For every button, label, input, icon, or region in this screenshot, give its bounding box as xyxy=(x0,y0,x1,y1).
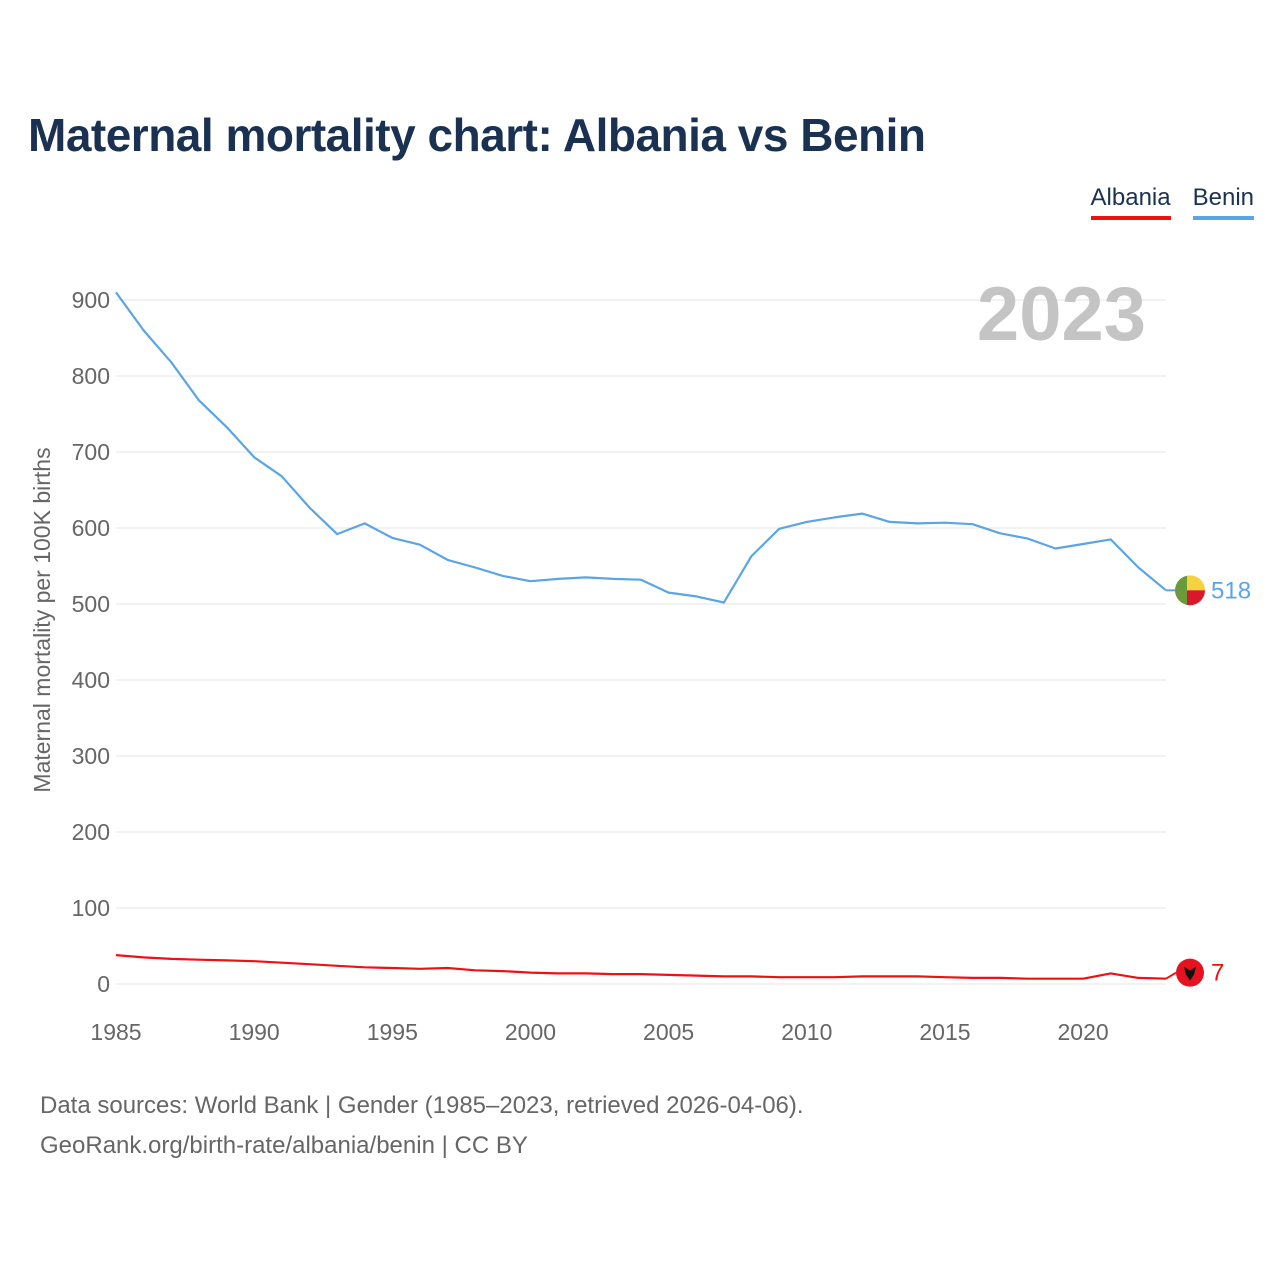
x-tick-label: 2005 xyxy=(643,1019,694,1045)
series-line-albania[interactable] xyxy=(115,954,1167,980)
source-note: Data sources: World Bank | Gender (1985–… xyxy=(40,1086,804,1166)
y-axis-tick-labels: 0 100 200 300 400 500 600 700 800 900 xyxy=(72,287,110,997)
series-line-benin[interactable] xyxy=(115,291,1167,604)
benin-flag-icon xyxy=(1175,575,1205,606)
y-axis-title: Maternal mortality per 100K births xyxy=(29,447,55,792)
source-line-2[interactable]: GeoRank.org/birth-rate/albania/benin | C… xyxy=(40,1132,528,1159)
series-lines xyxy=(115,291,1167,980)
x-tick-label: 2010 xyxy=(781,1019,832,1045)
grid-lines xyxy=(116,299,1166,985)
x-tick-label: 2000 xyxy=(505,1019,556,1045)
x-tick-label: 1985 xyxy=(90,1019,141,1045)
y-tick-label: 600 xyxy=(72,515,110,541)
x-tick-label: 1995 xyxy=(367,1019,418,1045)
end-connector-albania xyxy=(1165,971,1177,980)
x-tick-label: 2015 xyxy=(919,1019,970,1045)
y-axis-title-group: Maternal mortality per 100K births xyxy=(29,447,55,792)
y-tick-label: 400 xyxy=(72,667,110,693)
y-tick-label: 0 xyxy=(97,971,110,997)
y-tick-label: 200 xyxy=(72,819,110,845)
end-label-albania: 7 xyxy=(1211,960,1224,987)
legend: Albania Benin xyxy=(1090,184,1254,220)
y-tick-label: 800 xyxy=(72,363,110,389)
x-tick-label: 1990 xyxy=(229,1019,280,1045)
x-tick-label: 2020 xyxy=(1058,1019,1109,1045)
end-label-benin: 518 xyxy=(1211,577,1251,604)
legend-item-benin[interactable]: Benin xyxy=(1192,184,1254,220)
x-axis-tick-labels: 1985 1990 1995 2000 2005 2010 2015 2020 xyxy=(90,1019,1108,1045)
albania-flag-icon xyxy=(1176,958,1204,987)
y-tick-label: 900 xyxy=(72,287,110,313)
series-end-markers: 518 7 xyxy=(1165,575,1251,987)
y-tick-label: 100 xyxy=(72,895,110,921)
year-watermark-group: 2023 xyxy=(977,272,1146,357)
chart-title: Maternal mortality chart: Albania vs Ben… xyxy=(28,109,926,161)
y-tick-label: 700 xyxy=(72,439,110,465)
legend-item-albania[interactable]: Albania xyxy=(1090,184,1171,220)
y-tick-label: 300 xyxy=(72,743,110,769)
y-tick-label: 500 xyxy=(72,591,110,617)
year-watermark: 2023 xyxy=(977,272,1146,357)
source-line-1: Data sources: World Bank | Gender (1985–… xyxy=(40,1092,804,1119)
